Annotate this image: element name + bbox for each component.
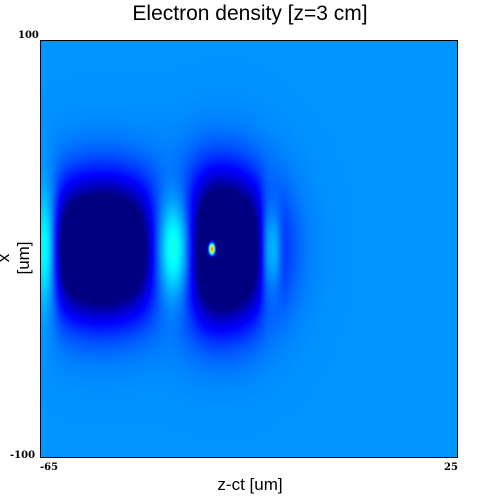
y-tick-min: -100 xyxy=(10,450,36,461)
plot-area xyxy=(40,40,458,458)
y-axis-label: x [um] xyxy=(0,241,33,275)
x-tick-min: -65 xyxy=(40,462,59,473)
y-tick-max: 100 xyxy=(18,30,39,41)
heatmap xyxy=(41,41,457,457)
x-tick-max: 25 xyxy=(444,462,458,473)
chart-title: Electron density [z=3 cm] xyxy=(132,2,368,25)
x-axis-label: z-ct [um] xyxy=(217,475,283,494)
